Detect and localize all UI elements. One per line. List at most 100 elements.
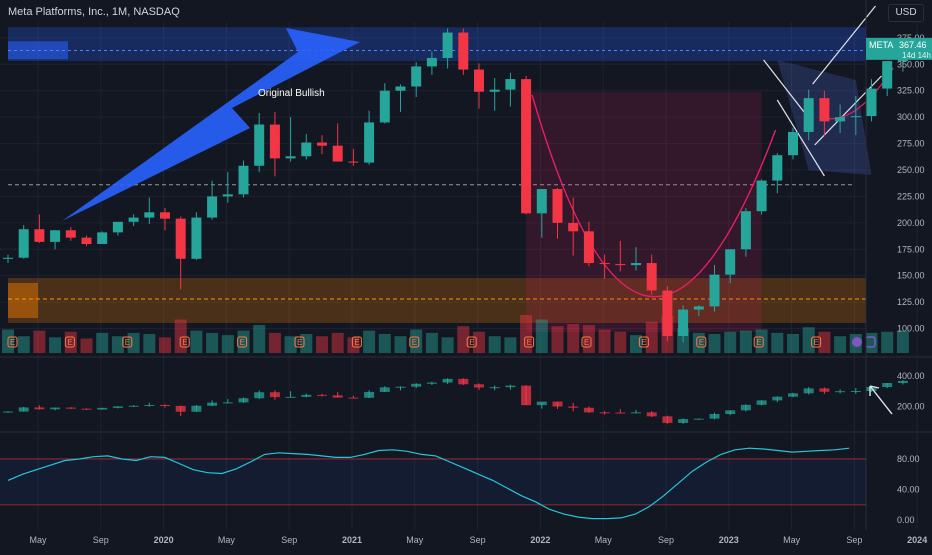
y-tick-label: 250.00 xyxy=(897,165,925,175)
volume-bar xyxy=(441,337,454,353)
candle-body xyxy=(788,131,798,156)
p2-candle-body xyxy=(568,406,579,408)
p2-candle-body xyxy=(348,397,359,399)
earnings-marker-label: E xyxy=(354,338,359,347)
volume-bar xyxy=(488,336,501,353)
p2-candle-body xyxy=(128,405,139,407)
volume-bar xyxy=(111,336,124,353)
volume-bar xyxy=(425,332,438,353)
volume-bar xyxy=(598,329,611,353)
candle-body xyxy=(740,211,751,250)
p2-candle-body xyxy=(34,407,45,410)
volume-bar xyxy=(17,336,30,353)
earnings-marker-label: E xyxy=(182,338,187,347)
p2-candle-body xyxy=(835,391,846,393)
channel-line-upper xyxy=(812,5,876,85)
y-tick-label: 175.00 xyxy=(897,244,925,254)
volume-bar xyxy=(253,325,266,353)
y-tick-label: 200.00 xyxy=(897,218,925,228)
earnings-marker-label: E xyxy=(527,338,532,347)
x-tick-label: May xyxy=(218,535,236,545)
candle-body xyxy=(442,32,453,58)
p2-candle-body xyxy=(364,391,375,398)
volume-bar xyxy=(535,319,548,353)
candle-body xyxy=(191,217,202,259)
p2-candle-body xyxy=(505,385,516,388)
candle-body xyxy=(18,229,29,258)
channel-line-lower xyxy=(814,75,882,146)
candle-body xyxy=(160,212,170,219)
candle-body xyxy=(693,306,704,310)
candle-body xyxy=(725,249,736,275)
candle-body xyxy=(285,156,296,159)
price-badge-value: 367.46 xyxy=(899,40,927,50)
earnings-marker-label: E xyxy=(125,338,130,347)
earnings-marker-label: E xyxy=(10,338,15,347)
x-tick-label: 2021 xyxy=(342,535,362,545)
p2-candle-body xyxy=(269,392,280,398)
x-tick-label: 2024 xyxy=(907,535,927,545)
earnings-marker-label: E xyxy=(297,338,302,347)
volume-bar xyxy=(582,325,595,353)
p2-candle-body xyxy=(897,380,908,384)
p2-candle-body xyxy=(426,382,437,384)
p2-candle-body xyxy=(97,407,108,410)
candle-body xyxy=(819,98,830,122)
oscillator-y-tick-label: 80.00 xyxy=(897,454,920,464)
candle-body xyxy=(536,189,547,214)
p2-candle-body xyxy=(646,412,657,417)
volume-bar xyxy=(268,332,281,353)
x-tick-label: Sep xyxy=(846,535,862,545)
volume-profile-origin xyxy=(8,283,38,318)
candle-body xyxy=(474,69,484,92)
volume-bar xyxy=(127,332,140,353)
volume-bar xyxy=(551,326,564,353)
cup-curve xyxy=(531,94,777,298)
candle-body xyxy=(175,218,186,259)
p2-candle-body xyxy=(850,391,861,393)
volume-bar xyxy=(190,330,203,353)
p2-candle-body xyxy=(725,410,736,415)
p2-candle-body xyxy=(693,418,704,420)
oscillator-band xyxy=(0,458,866,505)
p2-candle-body xyxy=(160,404,170,406)
candle-body xyxy=(144,212,155,218)
volume-bar xyxy=(316,336,328,353)
candle-body xyxy=(395,86,406,91)
y-tick-label: 275.00 xyxy=(897,139,925,149)
currency-selector[interactable]: USD xyxy=(888,4,924,22)
p2-candle-body xyxy=(175,405,186,412)
earnings-marker-label: E xyxy=(412,338,417,347)
p2-candle-body xyxy=(788,393,798,397)
earnings-marker xyxy=(638,336,649,348)
candle-body xyxy=(599,263,610,265)
earnings-marker xyxy=(7,336,18,348)
candle-body xyxy=(458,32,469,70)
p2-y-tick-label: 200.00 xyxy=(897,402,925,412)
p2-candle-body xyxy=(442,378,453,383)
p2-candle-body xyxy=(65,407,76,409)
x-tick-label: Sep xyxy=(470,535,486,545)
earnings-marker xyxy=(581,336,592,348)
candle-body xyxy=(756,180,767,212)
p2-candle-body xyxy=(207,402,218,406)
candle-body xyxy=(803,98,814,132)
candle-body xyxy=(772,155,783,181)
p2-candle-body xyxy=(615,412,626,414)
p2-candle-body xyxy=(18,407,29,412)
cup-box xyxy=(526,92,762,332)
x-tick-label: May xyxy=(406,535,424,545)
resistance-zone xyxy=(8,27,866,62)
candle-body xyxy=(426,57,437,67)
volume-bar xyxy=(708,334,721,353)
earnings-marker xyxy=(409,336,420,348)
y-tick-label: 150.00 xyxy=(897,271,925,281)
x-tick-label: 2023 xyxy=(719,535,739,545)
p2-candle-body xyxy=(536,401,547,406)
volume-bar xyxy=(394,336,407,353)
volume-bar xyxy=(143,334,156,353)
p2-candle-body xyxy=(254,392,265,399)
flag-line-upper xyxy=(763,59,810,119)
earnings-marker-label: E xyxy=(756,338,761,347)
